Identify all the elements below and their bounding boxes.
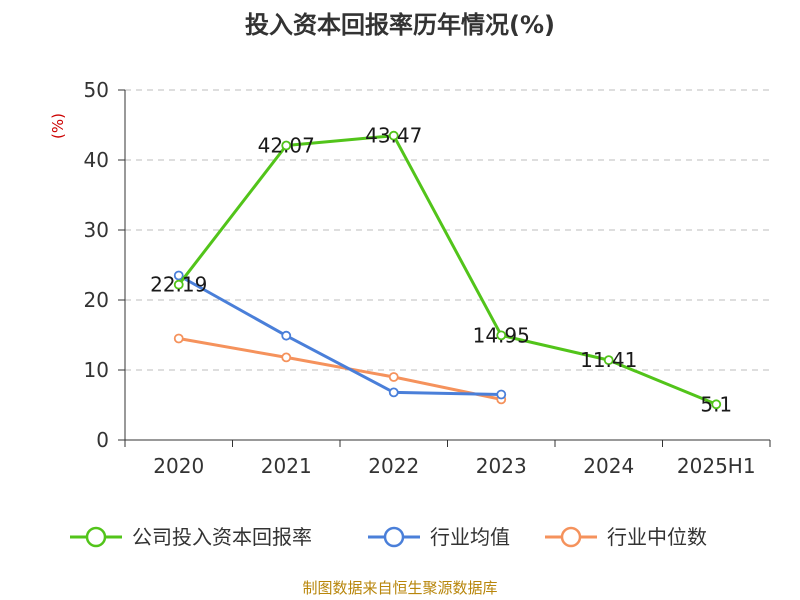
data-label: 43.47: [365, 124, 422, 148]
legend-label: 公司投入资本回报率: [132, 525, 312, 549]
series-2: [173, 333, 507, 405]
data-point: [711, 399, 722, 410]
data-label: 11.41: [580, 348, 637, 372]
y-tick-label: 0: [96, 428, 109, 452]
x-tick-label: 2023: [476, 454, 527, 478]
legend-item-1: 行业均值: [368, 525, 510, 549]
legend: 公司投入资本回报率 行业均值 行业中位数: [70, 525, 707, 549]
data-point: [603, 355, 614, 366]
legend-item-0: 公司投入资本回报率: [70, 525, 312, 549]
data-point: [173, 333, 184, 344]
y-tick-label: 10: [84, 358, 109, 382]
series-lines: [173, 130, 722, 410]
data-point: [496, 389, 507, 400]
legend-marker-icon: [85, 526, 107, 548]
legend-label: 行业均值: [430, 525, 510, 549]
y-tick-label: 20: [84, 288, 109, 312]
series-1: [173, 270, 507, 400]
y-axis-unit-label: (%): [49, 113, 67, 139]
legend-label: 行业中位数: [607, 525, 707, 549]
series-0: [173, 130, 722, 410]
x-tick-label: 2024: [583, 454, 634, 478]
x-tick-label: 2020: [153, 454, 204, 478]
data-point: [281, 352, 292, 363]
data-label: 5.1: [700, 392, 732, 416]
data-label: 42.07: [258, 134, 315, 158]
legend-marker-icon: [383, 526, 405, 548]
data-point: [388, 130, 399, 141]
data-point: [281, 330, 292, 341]
data-labels: 22.19 42.07 43.47 14.95 11.41 5.1: [150, 124, 732, 417]
data-point: [496, 330, 507, 341]
data-point: [281, 140, 292, 151]
series-line: [177, 337, 503, 401]
data-label: 14.95: [473, 323, 530, 347]
data-point: [173, 279, 184, 290]
x-tick-label: 2025H1: [677, 454, 756, 478]
data-point: [388, 387, 399, 398]
legend-marker-icon: [560, 526, 582, 548]
data-point: [388, 372, 399, 382]
data-label: 22.19: [150, 273, 207, 297]
source-note: 制图数据来自恒生聚源数据库: [302, 579, 497, 597]
legend-item-2: 行业中位数: [545, 525, 707, 549]
x-tick-label: 2021: [261, 454, 312, 478]
axes: 0 10 20 30 40 50 2020 2021 2022 2023 2024 2025H1: [84, 78, 771, 478]
series-line: [177, 134, 718, 406]
data-point: [173, 270, 184, 281]
chart-title: 投入资本回报率历年情况(%): [245, 11, 555, 39]
y-tick-label: 50: [84, 78, 109, 102]
series-line: [177, 274, 503, 396]
y-tick-label: 40: [84, 148, 109, 172]
y-tick-label: 30: [84, 218, 109, 242]
gridlines: [125, 89, 770, 371]
x-tick-label: 2022: [368, 454, 419, 478]
